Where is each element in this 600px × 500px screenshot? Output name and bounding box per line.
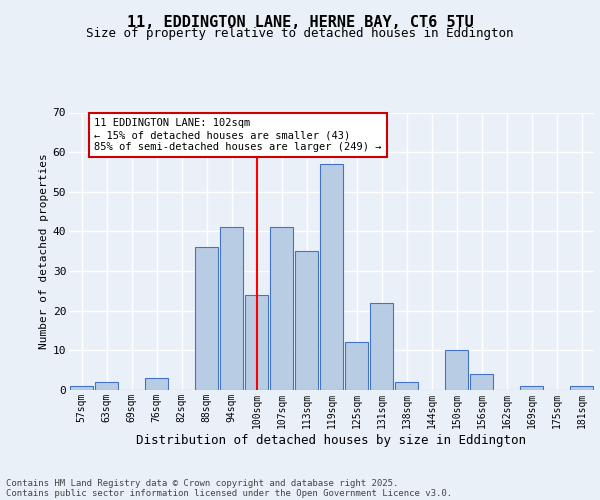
Text: Contains HM Land Registry data © Crown copyright and database right 2025.: Contains HM Land Registry data © Crown c… (6, 478, 398, 488)
Bar (220, 228, 243, 390)
Bar (95, 382, 118, 390)
Text: Contains public sector information licensed under the Open Government Licence v3: Contains public sector information licen… (6, 488, 452, 498)
Bar (520, 386, 543, 390)
Bar (445, 350, 468, 390)
Bar (570, 386, 593, 390)
X-axis label: Distribution of detached houses by size in Eddington: Distribution of detached houses by size … (137, 434, 527, 446)
Text: 11, EDDINGTON LANE, HERNE BAY, CT6 5TU: 11, EDDINGTON LANE, HERNE BAY, CT6 5TU (127, 15, 473, 30)
Bar (470, 374, 493, 390)
Bar (195, 248, 218, 390)
Text: 11 EDDINGTON LANE: 102sqm
← 15% of detached houses are smaller (43)
85% of semi-: 11 EDDINGTON LANE: 102sqm ← 15% of detac… (94, 118, 382, 152)
Bar (70, 386, 93, 390)
Bar (270, 228, 293, 390)
Bar (145, 378, 168, 390)
Bar (395, 382, 418, 390)
Bar (295, 251, 318, 390)
Bar (245, 295, 268, 390)
Bar (320, 164, 343, 390)
Text: Size of property relative to detached houses in Eddington: Size of property relative to detached ho… (86, 28, 514, 40)
Bar (370, 303, 393, 390)
Bar (345, 342, 368, 390)
Y-axis label: Number of detached properties: Number of detached properties (38, 154, 49, 349)
